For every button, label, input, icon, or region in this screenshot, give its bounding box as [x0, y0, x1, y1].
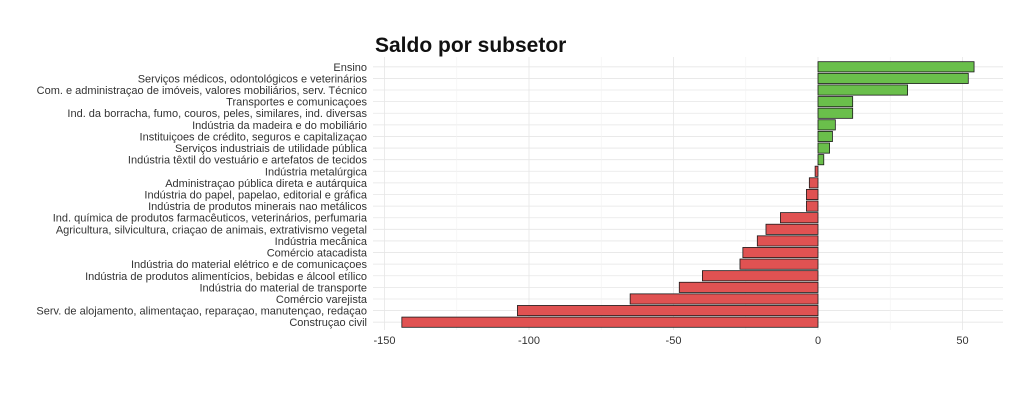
category-label: Indústria mecânica: [275, 236, 368, 248]
category-label: Com. e administraçao de imóveis, valores…: [37, 85, 367, 97]
bar: [817, 61, 975, 73]
category-label: Agricultura, silvicultura, criaçao de an…: [56, 224, 367, 236]
category-label: Indústria da madeira e do mobiliário: [192, 120, 367, 132]
bars-layer: [401, 61, 975, 328]
chart-title: Saldo por subsetor: [375, 34, 567, 57]
bar: [629, 293, 819, 305]
category-label: Comércio atacadista: [267, 248, 368, 260]
bar: [817, 96, 854, 108]
x-tick-label: -50: [666, 335, 682, 347]
category-label: Ensino: [333, 62, 367, 74]
bar: [817, 142, 830, 154]
category-label: Administraçao pública direta e autárquic…: [165, 178, 368, 190]
category-label: Serviços médicos, odontológicos e veteri…: [138, 73, 368, 85]
bar: [517, 305, 819, 317]
bar: [756, 235, 819, 247]
bar: [780, 212, 819, 224]
bar: [817, 84, 908, 96]
category-label: Indústria de produtos alimentícios, bebi…: [85, 271, 367, 283]
category-label: Indústria do material elétrico e de comu…: [131, 259, 368, 271]
category-label: Indústria de produtos minerais nao metál…: [148, 201, 367, 213]
bar: [401, 316, 819, 328]
category-label: Serviços industriais de utilidade públic…: [175, 143, 368, 155]
x-tick-label: -100: [518, 335, 540, 347]
category-label: Indústria do papel, papelao, editorial e…: [144, 190, 367, 202]
x-tick-label: -150: [373, 335, 395, 347]
bar: [817, 107, 854, 119]
bar: [765, 223, 819, 235]
bar: [817, 72, 969, 84]
bar: [678, 281, 819, 293]
category-label: Construçao civil: [289, 317, 367, 329]
x-tick-labels-layer: -150 -100 -50 0 50: [373, 335, 968, 347]
category-label: Comércio varejista: [276, 294, 368, 306]
category-label: Indústria têxtil do vestuário e artefato…: [128, 155, 368, 167]
category-label: Indústria do material de transporte: [199, 282, 367, 294]
bar: [806, 200, 819, 212]
bar: [814, 165, 819, 177]
grid-layer: [373, 57, 1003, 330]
category-label: Transportes e comunicaçoes: [226, 97, 367, 109]
bar: [808, 177, 819, 189]
bar: [817, 119, 836, 131]
category-label: Instituiçoes de crédito, seguros e capit…: [140, 131, 367, 143]
bar: [739, 258, 819, 270]
category-label: Serv. de alojamento, alimentaçao, repara…: [36, 306, 367, 318]
bar: [702, 270, 819, 282]
category-label: Indústria metalúrgica: [265, 166, 368, 178]
bar: [817, 130, 833, 142]
category-label: Ind. da borracha, fumo, couros, peles, s…: [67, 108, 367, 120]
x-tick-label: 50: [956, 335, 968, 347]
bar: [817, 154, 825, 166]
x-tick-label: 0: [815, 335, 821, 347]
bar: [742, 247, 819, 259]
bar: [806, 188, 819, 201]
category-label: Ind. química de produtos farmacêuticos, …: [53, 213, 368, 225]
